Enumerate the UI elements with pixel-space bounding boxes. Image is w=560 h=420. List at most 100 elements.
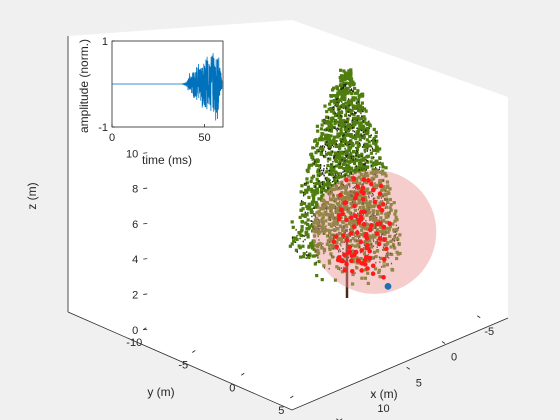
foliage-point xyxy=(362,252,367,256)
foliage-shadow-point xyxy=(396,239,398,242)
foliage-point xyxy=(353,171,357,175)
foliage-point xyxy=(320,278,324,282)
foliage-point xyxy=(327,133,331,138)
foliage-shadow-point xyxy=(352,107,354,109)
foliage-shadow-point xyxy=(345,156,348,158)
foliage-shadow-point xyxy=(314,147,316,149)
foliage-shadow-point xyxy=(369,260,371,262)
foliage-point xyxy=(360,276,364,280)
z-tick-label: 2 xyxy=(132,289,138,301)
foliage-point xyxy=(342,186,346,190)
foliage-point xyxy=(369,151,374,155)
foliage-shadow-point xyxy=(352,187,354,189)
foliage-shadow-point xyxy=(382,179,384,181)
foliage-point xyxy=(388,225,392,229)
foliage-point xyxy=(359,224,363,228)
foliage-shadow-point xyxy=(343,134,345,136)
foliage-shadow-point xyxy=(348,114,350,117)
foliage-point xyxy=(343,161,347,165)
foliage-point xyxy=(298,215,302,220)
foliage-point xyxy=(312,234,317,238)
foliage-point xyxy=(313,254,317,258)
foliage-shadow-point xyxy=(355,102,357,104)
foliage-point xyxy=(346,105,350,110)
foliage-shadow-point xyxy=(344,260,347,263)
foliage-point xyxy=(335,102,339,106)
foliage-point xyxy=(345,196,350,200)
foliage-point xyxy=(322,247,327,251)
foliage-point xyxy=(312,224,316,228)
foliage-shadow-point xyxy=(342,135,344,137)
foliage-point xyxy=(374,130,378,134)
foliage-point xyxy=(355,218,359,223)
foliage-shadow-point xyxy=(338,250,340,253)
foliage-point xyxy=(356,108,361,113)
foliage-point xyxy=(370,256,374,260)
foliage-point xyxy=(342,166,346,171)
foliage-shadow-point xyxy=(382,180,384,182)
foliage-shadow-point xyxy=(358,187,361,190)
foliage-point xyxy=(328,236,332,240)
foliage-point xyxy=(320,225,325,229)
foliage-point xyxy=(351,116,356,120)
foliage-shadow-point xyxy=(345,164,347,166)
foliage-point xyxy=(357,199,362,203)
foliage-shadow-point xyxy=(362,110,364,113)
foliage-point xyxy=(382,219,386,223)
foliage-shadow-point xyxy=(374,140,376,142)
foliage-point xyxy=(315,221,319,225)
foliage-point xyxy=(316,168,320,172)
highlight-point xyxy=(359,268,365,273)
foliage-point xyxy=(342,139,346,143)
foliage-point xyxy=(339,97,344,101)
foliage-point xyxy=(334,144,339,149)
foliage-shadow-point xyxy=(345,229,347,232)
foliage-point xyxy=(365,208,369,213)
foliage-point xyxy=(333,278,338,282)
foliage-point xyxy=(334,216,338,221)
foliage-shadow-point xyxy=(368,196,370,199)
foliage-point xyxy=(309,152,313,157)
foliage-point xyxy=(339,119,343,123)
foliage-shadow-point xyxy=(344,147,346,150)
foliage-point xyxy=(338,152,342,156)
foliage-point xyxy=(358,109,362,113)
foliage-point xyxy=(329,237,333,242)
foliage-shadow-point xyxy=(327,187,329,189)
foliage-shadow-point xyxy=(343,184,345,187)
foliage-shadow-point xyxy=(348,104,350,107)
foliage-point xyxy=(315,163,319,168)
foliage-point xyxy=(348,168,352,172)
foliage-shadow-point xyxy=(385,198,387,201)
foliage-point xyxy=(339,79,343,83)
foliage-point xyxy=(290,242,294,246)
foliage-point xyxy=(372,250,377,254)
foliage-shadow-point xyxy=(341,101,343,103)
foliage-shadow-point xyxy=(390,252,392,255)
foliage-shadow-point xyxy=(354,112,357,114)
foliage-point xyxy=(372,136,376,141)
foliage-point xyxy=(353,244,358,248)
foliage-shadow-point xyxy=(337,127,339,130)
inset-axes[interactable]: 0 50 -1 1 time (ms) amplitude (norm.) xyxy=(77,36,224,167)
foliage-point xyxy=(329,209,333,213)
foliage-point xyxy=(302,252,306,256)
foliage-shadow-point xyxy=(329,196,331,198)
foliage-point xyxy=(317,259,321,264)
foliage-shadow-point xyxy=(368,120,370,123)
foliage-shadow-point xyxy=(397,242,399,244)
foliage-shadow-point xyxy=(305,257,307,259)
foliage-shadow-point xyxy=(371,212,373,215)
foliage-point xyxy=(312,189,316,193)
foliage-shadow-point xyxy=(369,248,371,250)
foliage-shadow-point xyxy=(347,200,349,203)
x-tick-group: -5051015 xyxy=(336,315,494,420)
foliage-point xyxy=(344,172,348,176)
foliage-point xyxy=(351,125,355,129)
foliage-shadow-point xyxy=(351,124,353,127)
foliage-shadow-point xyxy=(323,252,325,255)
foliage-point xyxy=(386,215,390,219)
foliage-point xyxy=(366,281,370,286)
foliage-point xyxy=(304,232,308,237)
